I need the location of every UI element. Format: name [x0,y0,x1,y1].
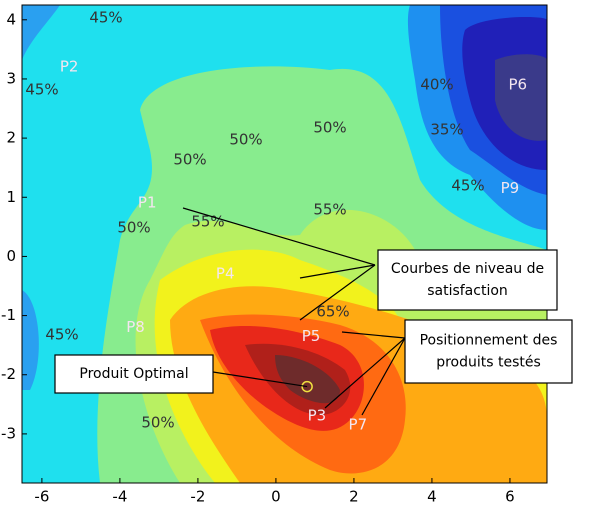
leader-line [299,264,376,279]
annotation-text: satisfaction [427,283,508,299]
y-tick-label: -1 [1,306,16,324]
x-tick-label: 4 [427,488,437,506]
y-tick-label: -2 [1,365,16,383]
product-point: P8 [126,318,145,336]
annotation-text: Produit Optimal [79,366,188,382]
optimum-marker [301,380,313,393]
leader-line [341,331,406,339]
y-tick-label: 1 [6,188,16,206]
annotation-text: Positionnement des [420,333,558,349]
y-tick-label: -3 [1,424,16,442]
x-tick-label: -4 [112,488,127,506]
product-point: P9 [501,179,520,197]
x-tick-label: 6 [505,488,515,506]
plot-frame [21,4,548,484]
contour-region [22,290,39,390]
product-point: P7 [349,416,368,434]
product-point: P4 [216,265,235,283]
x-tick-label: 0 [271,488,281,506]
product-point: P1 [138,194,157,212]
leader-line [324,337,406,409]
contour-label: 50% [229,131,262,149]
annotation-box [54,354,214,394]
contour-label: 50% [313,119,346,137]
contour-label: 40% [420,76,453,94]
contour-label: 45% [45,326,78,344]
contour-region [22,5,60,60]
y-tick-label: 3 [6,69,16,87]
contour-region [495,54,547,141]
annotation-text: produits testés [436,355,541,371]
contour-label: 50% [117,219,150,237]
x-tick-label: 2 [349,488,359,506]
product-point: P6 [508,75,527,93]
product-point: P2 [60,58,79,76]
x-tick-label: -6 [34,488,49,506]
y-tick-label: 0 [6,247,16,265]
contour-label: 45% [25,81,58,99]
contour-label: 45% [89,9,122,27]
leader-line [361,337,406,416]
leader-line [212,371,308,388]
contour-label: 65% [316,303,349,321]
annotation-box [377,249,558,311]
annotation-box [404,319,573,384]
leader-line [299,264,376,321]
annotation-text: Courbes de niveau de [391,261,544,277]
product-point: P5 [302,327,321,345]
product-point: P3 [308,407,327,425]
contour-region [275,355,340,404]
contour-label: 50% [141,414,174,432]
contour-label: 55% [313,201,346,219]
leader-line [182,207,376,266]
contour-label: 35% [430,121,463,139]
x-tick-label: -2 [190,488,205,506]
contour-label: 45% [451,177,484,195]
contour-label: 55% [191,213,224,231]
contour-label: 50% [173,151,206,169]
y-tick-label: 2 [6,129,16,147]
y-tick-label: 4 [6,10,16,28]
